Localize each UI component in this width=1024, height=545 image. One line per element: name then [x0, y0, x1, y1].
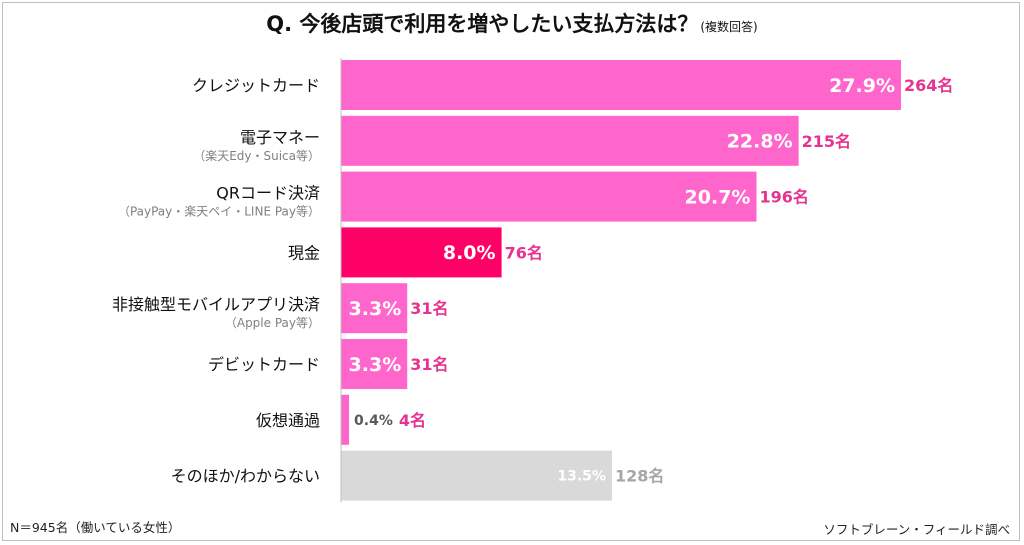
count-label: 264名 [904, 76, 953, 95]
category-sublabel: （PayPay・楽天ペイ・LINE Pay等） [118, 205, 320, 219]
bar [341, 60, 901, 110]
bar [341, 339, 408, 389]
bar [341, 450, 612, 501]
chart-title: Q. 今後店頭で利用を増やしたい支払方法は？ (複数回答) [0, 8, 1024, 38]
bar [341, 171, 757, 222]
bar [341, 227, 502, 278]
category-label: QRコード決済 [216, 184, 320, 203]
sample-note: N＝945名（働いている女性） [10, 520, 181, 535]
value-label: 3.3% [349, 298, 402, 320]
value-label: 3.3% [349, 354, 402, 376]
value-label: 27.9% [829, 75, 895, 97]
count-label: 215名 [802, 132, 851, 151]
category-label: デビットカード [208, 355, 320, 374]
category-label: そのほか/わからない [171, 467, 320, 486]
count-label: 31名 [410, 299, 448, 318]
bar [341, 283, 408, 334]
count-label: 31名 [410, 355, 448, 374]
count-label: 128名 [615, 467, 664, 486]
source-note: ソフトブレーン・フィールド調べ [823, 522, 1010, 537]
category-label: クレジットカード [192, 76, 320, 95]
title-main: Q. 今後店頭で利用を増やしたい支払方法は？ [266, 12, 699, 36]
category-label: 非接触型モバイルアプリ決済 [112, 295, 320, 314]
bar [341, 394, 350, 445]
bar [341, 115, 799, 166]
title-note: (複数回答) [700, 20, 758, 34]
count-label: 196名 [759, 188, 808, 207]
category-label: 現金 [288, 243, 320, 262]
value-label: 13.5% [557, 469, 606, 485]
category-sublabel: （Apple Pay等） [225, 316, 320, 330]
count-label: 4名 [399, 411, 426, 430]
category-label: 仮想通過 [256, 411, 320, 430]
value-label: 22.8% [727, 131, 793, 153]
count-label: 76名 [505, 243, 543, 262]
category-sublabel: （楽天Edy・Suica等） [193, 149, 320, 163]
value-label: 20.7% [685, 186, 751, 208]
value-label: 0.4% [354, 413, 393, 429]
value-label: 8.0% [443, 242, 496, 264]
category-label: 電子マネー [240, 128, 320, 147]
